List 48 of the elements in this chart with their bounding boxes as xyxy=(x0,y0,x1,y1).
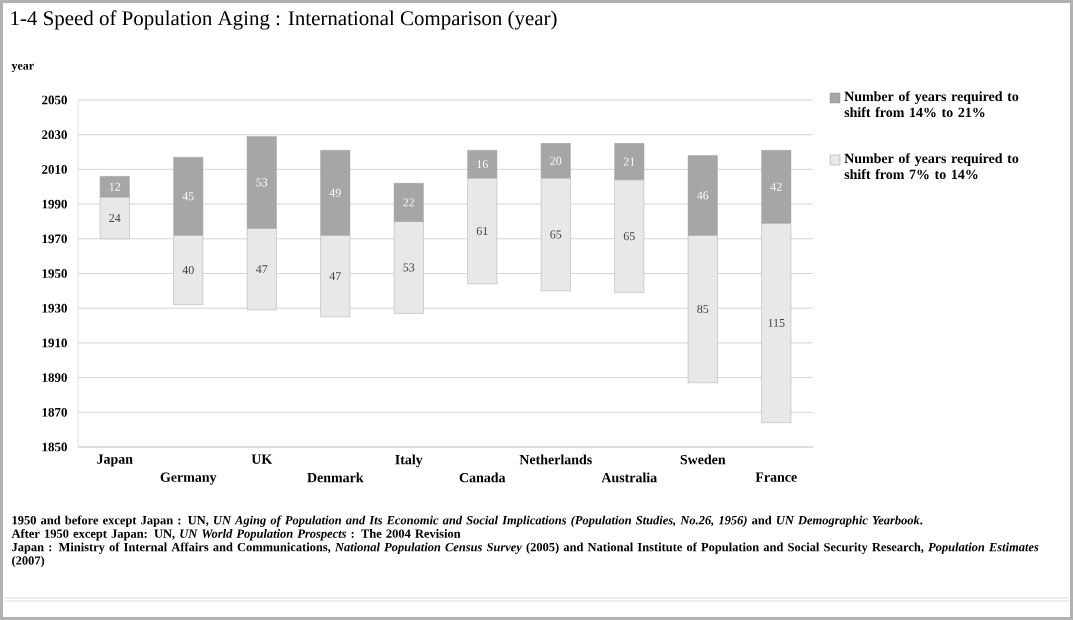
x-tick-label: France xyxy=(755,472,797,482)
data-label: 46 xyxy=(697,191,709,200)
data-label: 49 xyxy=(329,188,341,197)
data-label: 45 xyxy=(182,192,194,201)
data-label: 65 xyxy=(623,232,635,241)
x-tick-label: Australia xyxy=(601,472,657,483)
data-label: 53 xyxy=(256,178,268,187)
data-label: 22 xyxy=(403,198,415,207)
y-tick-label: 1850 xyxy=(42,442,67,452)
x-tick-label: Germany xyxy=(160,472,217,485)
y-tick-label: 1990 xyxy=(42,199,67,209)
text: Japan : Ministry of Internal Affairs and Communications, National Population Census Survey (2005) and National Institute of Population and Social Security Research, Population Estimates (2007) xyxy=(12,542,1039,568)
x-tick-label: Italy xyxy=(395,454,423,468)
y-axis-title: year xyxy=(11,63,34,73)
y-tick-label: 1930 xyxy=(42,303,67,313)
x-tick-label: Sweden xyxy=(680,454,726,465)
y-tick-label: 2030 xyxy=(42,130,67,140)
data-label: 65 xyxy=(550,230,562,239)
y-tick-label: 1870 xyxy=(42,407,67,417)
data-label: 47 xyxy=(256,265,268,274)
data-label: 24 xyxy=(109,214,121,222)
legend-label: Number of years required to shift from 14% to 21% xyxy=(844,91,1019,118)
x-tick-label: Japan xyxy=(97,454,133,467)
data-label: 16 xyxy=(477,160,488,169)
y-tick-label: 1890 xyxy=(42,373,67,382)
data-label: 20 xyxy=(550,156,562,165)
chart-title: 1-4 Speed of Population Aging : International Comparison (year) xyxy=(11,10,557,30)
data-label: 40 xyxy=(182,265,194,275)
data-label: 115 xyxy=(768,318,785,327)
x-tick-label: Canada xyxy=(459,472,506,483)
text: 1950 and before except Japan : UN, UN Aging of Population and Its Economic and Social Implications (Population Studies, No.26, 1956) and UN Demographic Yearbook. xyxy=(12,515,923,527)
data-label: 53 xyxy=(403,263,415,272)
x-tick-label: Denmark xyxy=(307,472,364,483)
y-tick-label: 1970 xyxy=(42,234,67,244)
data-label: 21 xyxy=(623,157,635,166)
data-label: 61 xyxy=(476,226,488,235)
data-label: 85 xyxy=(697,305,709,314)
legend-label: Number of years required to shift from 7% to 14% xyxy=(844,153,1019,180)
y-tick-label: 2010 xyxy=(42,165,67,174)
data-label: 12 xyxy=(109,182,121,191)
x-tick-label: Netherlands xyxy=(519,454,592,465)
data-label: 47 xyxy=(329,272,341,281)
y-tick-label: 1910 xyxy=(42,338,67,348)
text: After 1950 except Japan: UN, UN World Population Prospects : The 2004 Revision xyxy=(11,528,461,541)
y-tick-label: 2050 xyxy=(42,95,67,105)
x-tick-label: UK xyxy=(251,454,273,464)
data-label: 42 xyxy=(770,182,782,191)
y-tick-label: 1950 xyxy=(42,269,67,278)
